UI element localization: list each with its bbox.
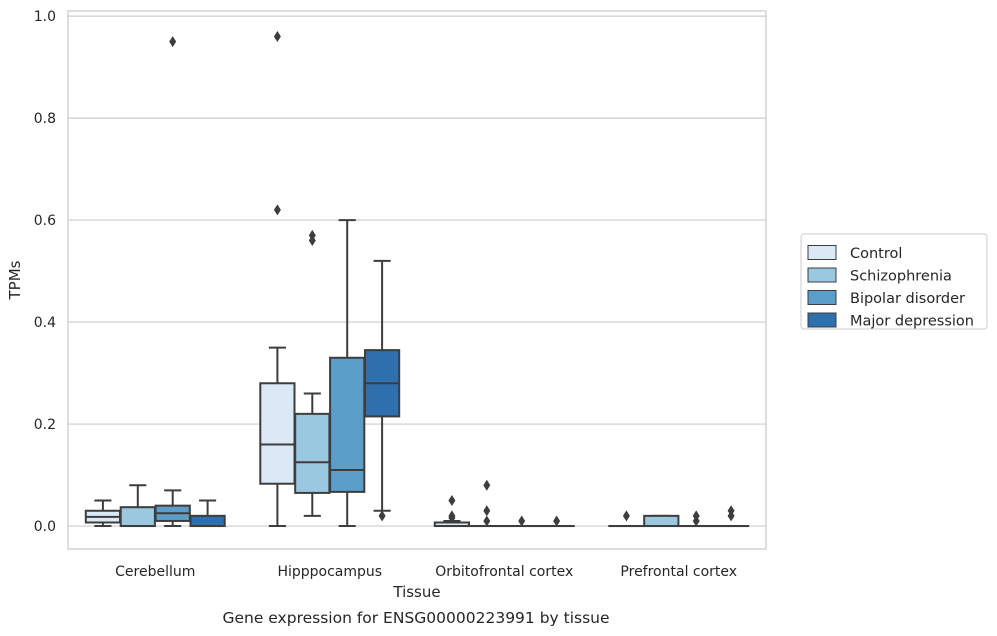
box-iqr [643,514,680,528]
chart-caption: Gene expression for ENSG00000223991 by t… [222,609,609,627]
legend-label: Control [850,246,902,262]
box-iqr [259,382,296,485]
box-2-0 [433,495,471,528]
legend-swatch [807,312,837,328]
y-tick-label: 0.8 [34,111,56,127]
y-tick-label: 0.6 [34,213,56,229]
y-gridlines [68,15,766,527]
box-2-1 [468,479,505,528]
legend-swatch [807,290,837,305]
y-tick-label: 1.0 [34,9,56,25]
x-tick-labels: Cerebellum Hipppocampus Orbitofrontal cort… [115,564,737,580]
outlier-point [518,515,526,527]
x-tick-label: Hipppocampus [277,564,382,580]
box-iqr [329,356,366,493]
y-tick-label: 0.0 [34,519,56,535]
outlier-point [483,515,491,527]
outlier-point [308,229,316,241]
outlier-point [378,510,386,522]
outlier-point [483,479,491,491]
box-0-1 [119,484,156,528]
legend-item: Schizophrenia [807,267,952,285]
box-groups [84,30,750,528]
box-3-0 [608,510,645,528]
box-iqr [119,506,156,528]
legend: Control Schizophrenia Bipolar disorder Majo… [800,233,988,330]
y-tick-label: 0.4 [34,315,56,331]
outlier-point [273,30,281,42]
box-2-3 [538,515,575,528]
x-axis-label: Tissue [392,583,440,601]
outlier-point [727,505,735,517]
outlier-point [553,515,561,527]
outlier-point [169,36,177,48]
legend-item: Bipolar disorder [807,290,965,307]
box-3-1 [643,514,680,528]
legend-swatch [807,245,837,260]
outlier-point [483,505,491,517]
legend-frame [800,233,988,330]
legend-swatch [807,267,837,283]
outlier-point [448,510,456,522]
box-0-3 [189,499,226,528]
outlier-point [273,204,281,216]
box-1-2 [329,219,366,528]
outlier-point [448,495,456,507]
x-tick-label: Cerebellum [115,564,195,580]
plot-area-frame [67,10,767,550]
outlier-point [622,510,630,522]
box-iqr [189,514,226,528]
x-tick-label: Prefrontal cortex [620,564,737,580]
y-axis-label: TPMs [6,260,24,300]
legend-item: Control [807,245,902,262]
y-tick-label: 0.2 [34,417,56,433]
legend-label: Major depression [850,314,974,330]
legend-item: Major depression [807,312,974,330]
legend-label: Bipolar disorder [850,291,965,307]
outlier-point [692,510,700,522]
box-0-0 [84,499,122,528]
box-iqr [294,412,331,494]
box-1-3 [363,259,401,522]
x-tick-label: Orbitofrontal cortex [435,564,573,580]
box-1-1 [294,229,331,517]
y-tick-labels: 0.0 0.2 0.4 0.6 0.8 1.0 [34,9,56,535]
legend-label: Schizophrenia [850,269,952,285]
box-3-3 [712,505,750,528]
box-0-2 [154,36,191,528]
